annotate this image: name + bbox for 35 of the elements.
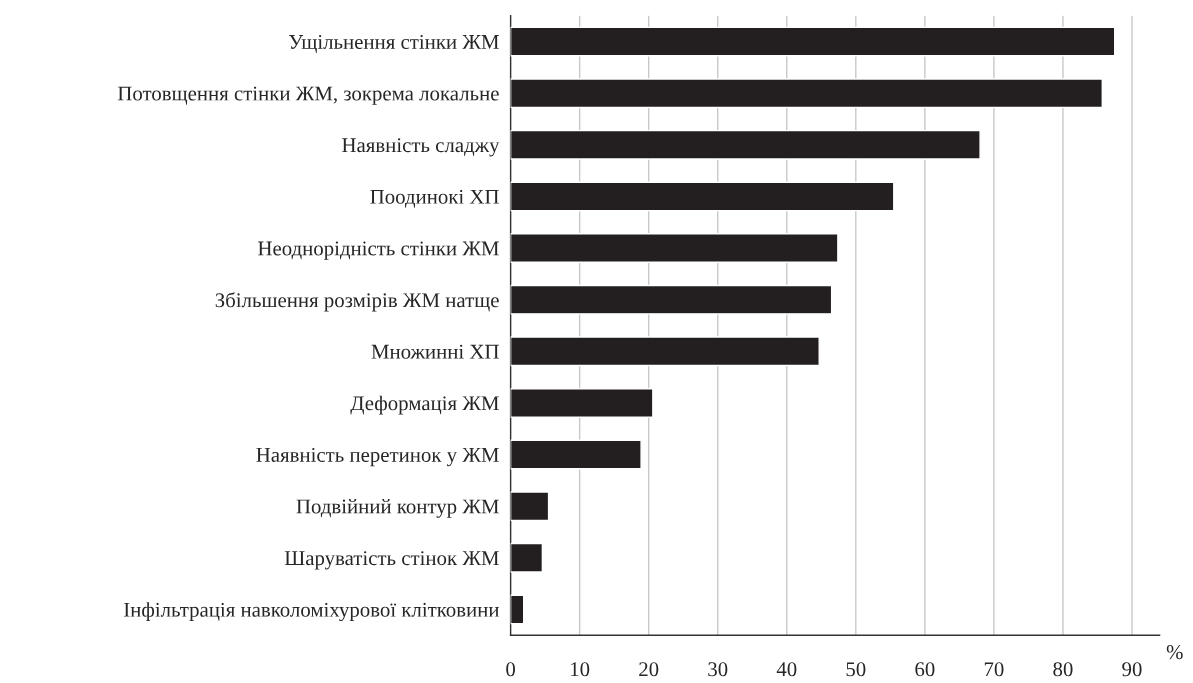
y-tick-label: Множинні ХП	[371, 344, 499, 359]
y-tick-label: Потовщення стінки ЖМ, зокрема локальне	[117, 86, 499, 105]
y-tick-label: Неоднорідність стінки ЖМ	[258, 241, 499, 260]
x-tick-label: 10	[571, 662, 590, 677]
y-tick-label: Деформація ЖМ	[350, 395, 499, 415]
bar	[510, 594, 525, 625]
bar	[510, 78, 1103, 109]
y-tick-label: Наявність сладжу	[342, 138, 500, 157]
y-tick-label: Інфільтрація навколоміхурової клітковини	[124, 602, 499, 622]
x-tick-label: 70	[984, 662, 1004, 677]
bar	[510, 181, 895, 212]
y-tick-label: Поодинокі ХП	[370, 189, 499, 208]
bar	[510, 129, 981, 160]
x-tick-label: 80	[1053, 662, 1073, 677]
y-tick-label: Ущільнення стінки ЖМ	[289, 34, 499, 54]
x-tick-label: 60	[915, 662, 935, 677]
bar	[510, 284, 833, 315]
bar	[510, 233, 839, 263]
bar	[510, 387, 654, 418]
x-tick-label: 40	[776, 662, 797, 677]
x-tick-label: 90	[1122, 662, 1142, 677]
y-tick-label: Збільшення розмірів ЖМ натще	[215, 292, 499, 312]
bar	[510, 439, 642, 470]
bar	[510, 542, 544, 573]
x-tick-label: 0	[506, 662, 516, 677]
x-tick-label: 30	[708, 662, 728, 677]
y-tick-label: Наявність перетинок у ЖМ	[256, 447, 499, 467]
bar	[510, 26, 1116, 57]
x-axis-title: %	[1166, 645, 1183, 660]
x-tick-label: 50	[846, 662, 866, 677]
bar	[510, 336, 820, 367]
y-tick-label: Подвійний контур ЖМ	[296, 499, 499, 518]
y-tick-label: Шаруватість стінок ЖМ	[284, 551, 499, 570]
bar	[510, 491, 550, 522]
x-tick-label: 20	[639, 662, 659, 677]
